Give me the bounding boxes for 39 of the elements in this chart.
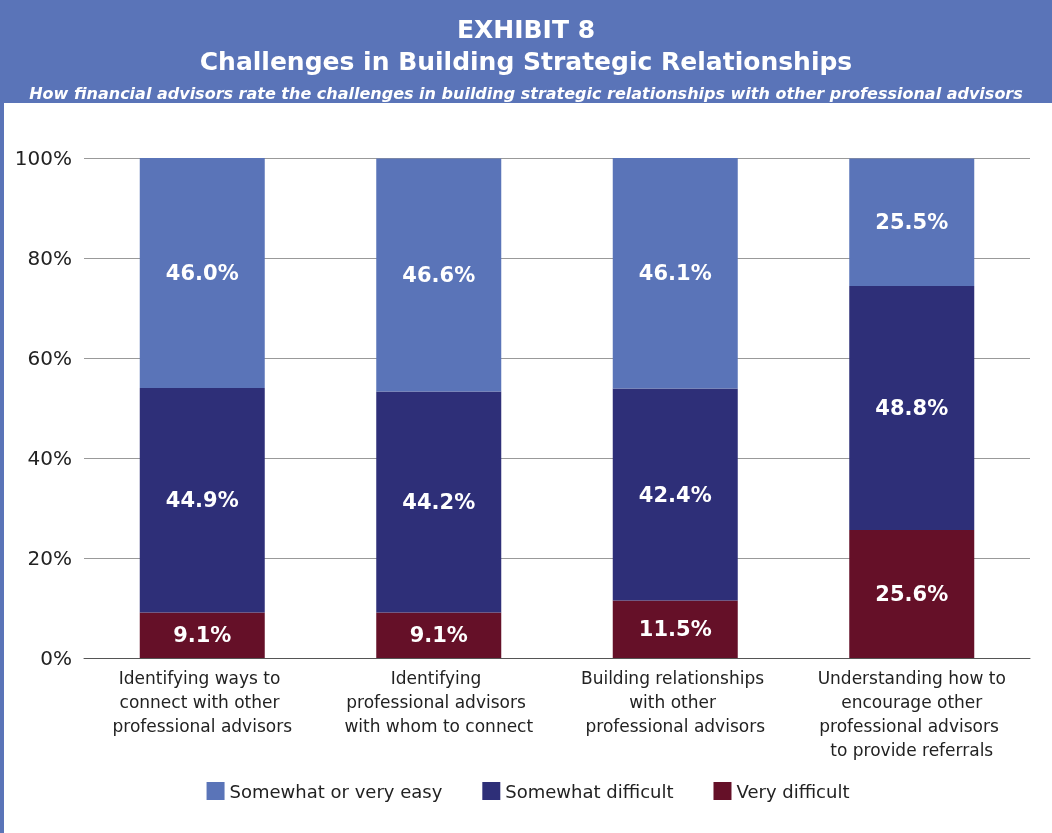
y-tick-label: 100% [14, 146, 72, 170]
data-label: 44.9% [165, 488, 239, 513]
y-tick-label: 20% [27, 546, 72, 570]
y-tick-label: 80% [27, 246, 72, 270]
chart-subtitle: How financial advisors rate the challenges in building strategic relationships with other professional advisors [28, 84, 1024, 103]
x-tick-label: Identifying ways to connect with other professional advisors [112, 668, 293, 736]
legend-label: Somewhat difficult [505, 780, 674, 802]
x-tick-label: Understanding how to encourage other professional advisors to provide referrals [817, 668, 1006, 760]
bar [612, 600, 738, 658]
y-tick-label: 0% [40, 646, 72, 670]
bar [612, 158, 738, 389]
data-label: 46.0% [165, 261, 239, 285]
legend-label: Somewhat or very easy [229, 780, 443, 802]
y-tick-label: 40% [27, 446, 72, 470]
x-tick-label: Building relationships with other professional advisors [580, 668, 770, 736]
data-label: 25.5% [875, 210, 949, 235]
bar [849, 158, 975, 286]
legend-label: Very difficult [736, 780, 850, 802]
bar [612, 388, 738, 601]
data-label: 44.2% [402, 490, 476, 514]
bar [376, 612, 502, 658]
data-label: 9.1% [173, 623, 232, 648]
x-tick-label: Identifying professional advisors with whom to connect [344, 668, 534, 736]
bar [139, 158, 265, 388]
bar [849, 286, 975, 530]
data-label: 11.5% [638, 617, 712, 642]
bar [139, 388, 265, 613]
chart-title: EXHIBIT 8 Challenges in Building Strategic Relationships [198, 14, 854, 78]
y-tick-label: 60% [27, 346, 72, 370]
bar [849, 530, 975, 658]
data-label: 42.4% [638, 482, 712, 507]
data-label: 46.1% [638, 261, 712, 286]
bar [376, 391, 502, 613]
data-label: 25.6% [875, 582, 949, 606]
data-label: 9.1% [409, 623, 468, 648]
bar [376, 158, 502, 392]
data-label: 46.6% [402, 263, 476, 287]
data-label: 48.8% [875, 396, 949, 420]
bar [139, 612, 265, 658]
